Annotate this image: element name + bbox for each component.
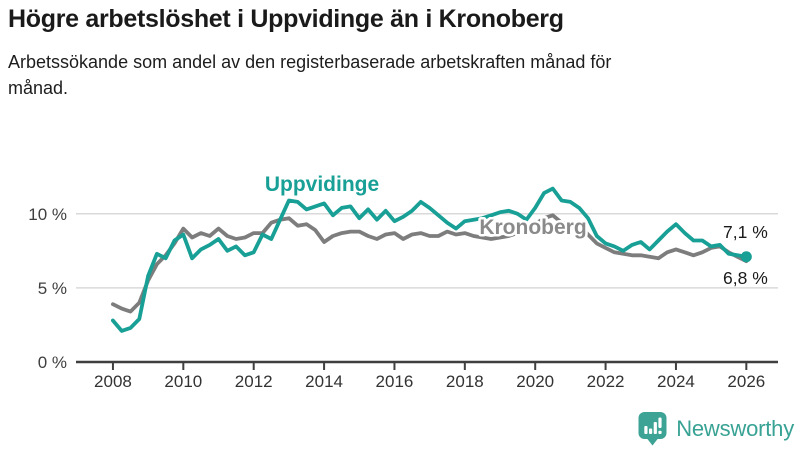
x-tick-label: 2024: [657, 372, 695, 391]
series-label-uppvidinge: Uppvidinge: [265, 173, 379, 196]
y-tick-label: 0 %: [38, 353, 67, 372]
chart-subtitle: Arbetssökande som andel av den registerb…: [8, 52, 612, 99]
series-line-kronoberg: [111, 213, 749, 314]
end-value-label-kronoberg: 6,8 %: [723, 268, 768, 288]
x-tick-label: 2018: [446, 372, 484, 391]
brand-name: Newsworthy: [676, 415, 794, 441]
x-tick-label: 2022: [587, 372, 625, 391]
chart-header: Högre arbetslöshet i Uppvidinge än i Kro…: [8, 4, 792, 101]
x-tick-label: 2014: [305, 372, 343, 391]
x-tick-label: 2010: [164, 372, 202, 391]
newsworthy-brand: Newsworthy: [637, 411, 794, 446]
series-line-uppvidinge: [111, 186, 749, 333]
newsworthy-badge-icon: [638, 412, 667, 446]
series-label-kronoberg: Kronoberg: [479, 216, 586, 239]
x-tick-label: 2008: [94, 372, 132, 391]
y-tick-label: 5 %: [38, 279, 67, 298]
x-tick-label: 2026: [727, 372, 765, 391]
x-tick-label: 2016: [376, 372, 414, 391]
x-tick-label: 2020: [516, 372, 554, 391]
page-title: Högre arbetslöshet i Uppvidinge än i Kro…: [8, 5, 564, 33]
end-value-label-uppvidinge: 7,1 %: [723, 222, 768, 242]
x-tick-label: 2012: [235, 372, 273, 391]
y-tick-label: 10 %: [28, 205, 67, 224]
series-end-dot: [740, 251, 752, 263]
